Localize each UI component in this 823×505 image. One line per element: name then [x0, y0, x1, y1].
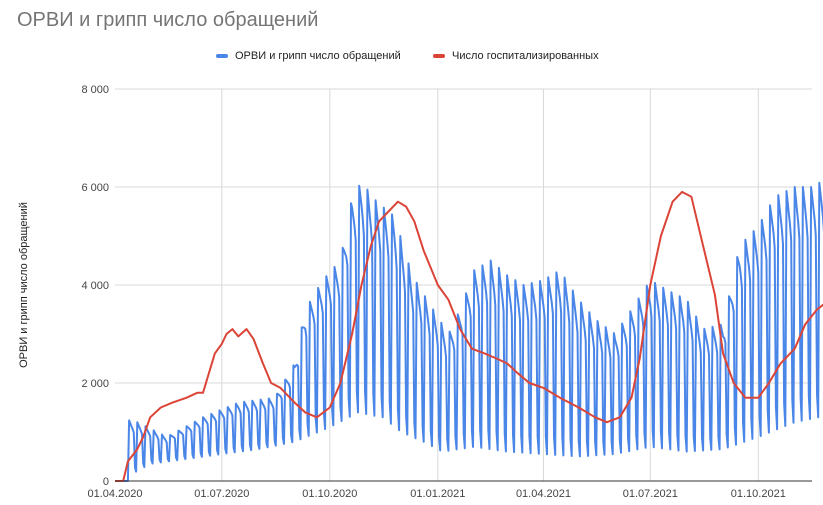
x-tick-label: 01.07.2021: [623, 488, 678, 500]
series-line-hospitalized: [115, 190, 823, 482]
legend-swatch-orvi: [216, 54, 228, 58]
y-tick-label: 8 000: [81, 84, 109, 96]
x-tick-label: 01.10.2020: [302, 488, 357, 500]
y-tick-label: 2 000: [81, 378, 109, 390]
legend-swatch-hospitalized: [433, 54, 445, 58]
series-line-orvi: [115, 181, 823, 482]
y-axis-label: ОРВИ и грипп число обращений: [18, 202, 30, 368]
y-tick-label: 0: [103, 476, 109, 488]
legend-item-orvi[interactable]: ОРВИ и грипп число обращений: [216, 50, 401, 62]
legend-label-hospitalized: Число госпитализированных: [452, 50, 599, 62]
legend-label-orvi: ОРВИ и грипп число обращений: [235, 50, 401, 62]
y-tick-label: 4 000: [81, 280, 109, 292]
legend: ОРВИ и грипп число обращений Число госпи…: [0, 50, 823, 66]
legend-item-hospitalized[interactable]: Число госпитализированных: [433, 50, 599, 62]
series-orvi: [115, 181, 823, 482]
axes: 0 2 000 4 000 6 000 8 000 01.04.2020 01.07.202…: [81, 84, 812, 500]
x-tick-label: 01.04.2020: [87, 488, 142, 500]
series-hospitalized: [115, 190, 823, 482]
chart-title: ОРВИ и грипп число обращений: [17, 9, 319, 31]
x-tick-label: 01.07.2020: [194, 488, 249, 500]
y-tick-label: 6 000: [81, 182, 109, 194]
x-tick-label: 01.01.2021: [410, 488, 465, 500]
x-tick-label: 01.10.2021: [731, 488, 786, 500]
x-tick-label: 01.04.2021: [516, 488, 571, 500]
